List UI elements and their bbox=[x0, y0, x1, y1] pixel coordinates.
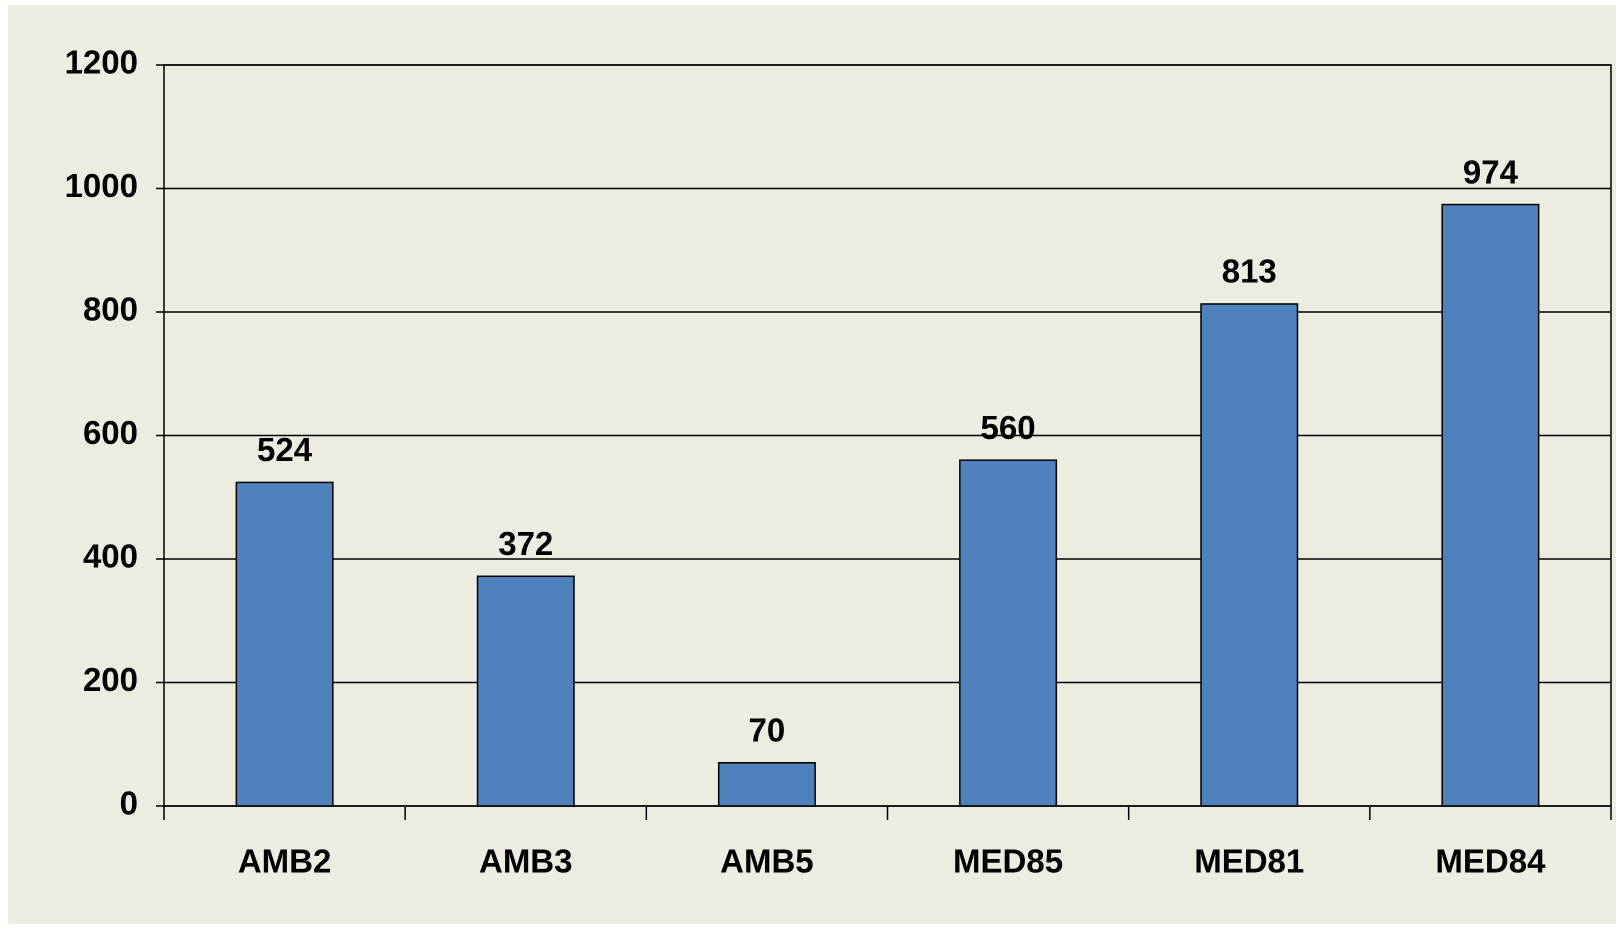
data-label: 524 bbox=[257, 431, 313, 468]
x-tick-label: AMB3 bbox=[479, 843, 573, 880]
y-tick-label: 600 bbox=[83, 414, 138, 451]
data-label: 813 bbox=[1222, 253, 1277, 290]
x-tick-label: MED85 bbox=[953, 843, 1063, 880]
y-tick-label: 200 bbox=[83, 661, 138, 698]
y-tick-label: 400 bbox=[83, 538, 138, 575]
x-tick-label: AMB5 bbox=[720, 843, 814, 880]
bar bbox=[235, 481, 334, 807]
x-tick-label: MED81 bbox=[1194, 843, 1304, 880]
data-label: 372 bbox=[498, 525, 553, 562]
y-tick-label: 0 bbox=[120, 785, 138, 822]
y-tick-label: 1200 bbox=[65, 44, 138, 81]
bar bbox=[1200, 303, 1299, 807]
y-tick-label: 800 bbox=[83, 291, 138, 328]
bar bbox=[717, 762, 816, 807]
bar bbox=[1441, 203, 1540, 807]
data-label: 70 bbox=[749, 711, 786, 748]
x-tick-label: MED84 bbox=[1435, 843, 1546, 880]
bar bbox=[959, 459, 1058, 807]
bar bbox=[476, 575, 575, 807]
y-tick-label: 1000 bbox=[65, 167, 138, 204]
x-tick-label: AMB2 bbox=[238, 843, 332, 880]
data-label: 974 bbox=[1463, 153, 1519, 190]
data-label: 560 bbox=[981, 409, 1036, 446]
